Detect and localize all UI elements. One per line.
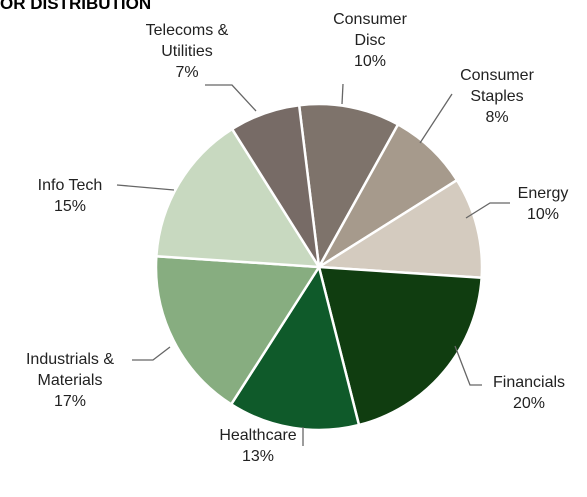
slice-value-healthcare: 13% <box>242 448 274 465</box>
pie-slice-telecoms-utilities <box>230 103 321 269</box>
pie-slice-financials <box>317 265 483 427</box>
pie-slice-energy <box>317 178 484 280</box>
slice-label-industrials-materials: Industrials & Materials 17% <box>26 351 114 410</box>
slice-name-industrials-materials: Industrials & <box>26 351 114 368</box>
page-title: OR DISTRIBUTION <box>0 0 152 13</box>
slice-name-consumer-staples: Staples <box>470 88 523 105</box>
leader-line-financials <box>454 345 482 386</box>
pie-slices <box>154 102 484 432</box>
slice-value-consumer-disc: 10% <box>354 53 386 70</box>
leader-line-info-tech <box>116 184 175 191</box>
slice-labels: Consumer Disc 10% Consumer Staples 8% Energy 10… <box>26 11 568 465</box>
leader-line-industrials-materials <box>132 346 171 361</box>
slice-value-info-tech: 15% <box>54 198 86 215</box>
slice-label-financials: Financials 20% <box>493 374 565 412</box>
slice-value-consumer-staples: 8% <box>485 109 508 126</box>
slice-label-consumer-staples: Consumer Staples 8% <box>460 67 534 126</box>
slice-label-consumer-disc: Consumer Disc 10% <box>333 11 407 70</box>
leader-line-telecoms-utilities <box>205 84 257 112</box>
slice-value-energy: 10% <box>527 206 559 223</box>
slice-name-info-tech: Info Tech <box>38 177 103 194</box>
leader-lines <box>116 83 510 446</box>
pie-slice-healthcare <box>229 265 361 432</box>
slice-name-energy: Energy <box>518 185 569 202</box>
pie-slice-industrials-materials <box>154 254 321 406</box>
slice-name-consumer-disc: Consumer <box>333 11 407 28</box>
slice-name-telecoms-utilities: Utilities <box>161 43 213 60</box>
slice-name-financials: Financials <box>493 374 565 391</box>
slice-name-consumer-staples: Consumer <box>460 67 534 84</box>
slice-name-healthcare: Healthcare <box>219 427 296 444</box>
slice-name-industrials-materials: Materials <box>38 372 103 389</box>
leader-line-energy <box>465 202 510 219</box>
slice-label-info-tech: Info Tech 15% <box>38 177 103 215</box>
slice-name-telecoms-utilities: Telecoms & <box>146 22 229 39</box>
slice-label-healthcare: Healthcare 13% <box>219 427 296 465</box>
pie-slice-info-tech <box>155 127 321 269</box>
slice-value-financials: 20% <box>513 395 545 412</box>
slice-value-telecoms-utilities: 7% <box>175 64 198 81</box>
pie-slice-consumer-disc <box>297 102 400 269</box>
slice-value-industrials-materials: 17% <box>54 393 86 410</box>
leader-line-consumer-staples <box>419 93 453 144</box>
slice-label-energy: Energy 10% <box>518 185 569 223</box>
leader-line-consumer-disc <box>341 83 344 105</box>
slice-label-telecoms-utilities: Telecoms & Utilities 7% <box>146 22 229 81</box>
slice-name-consumer-disc: Disc <box>354 32 385 49</box>
